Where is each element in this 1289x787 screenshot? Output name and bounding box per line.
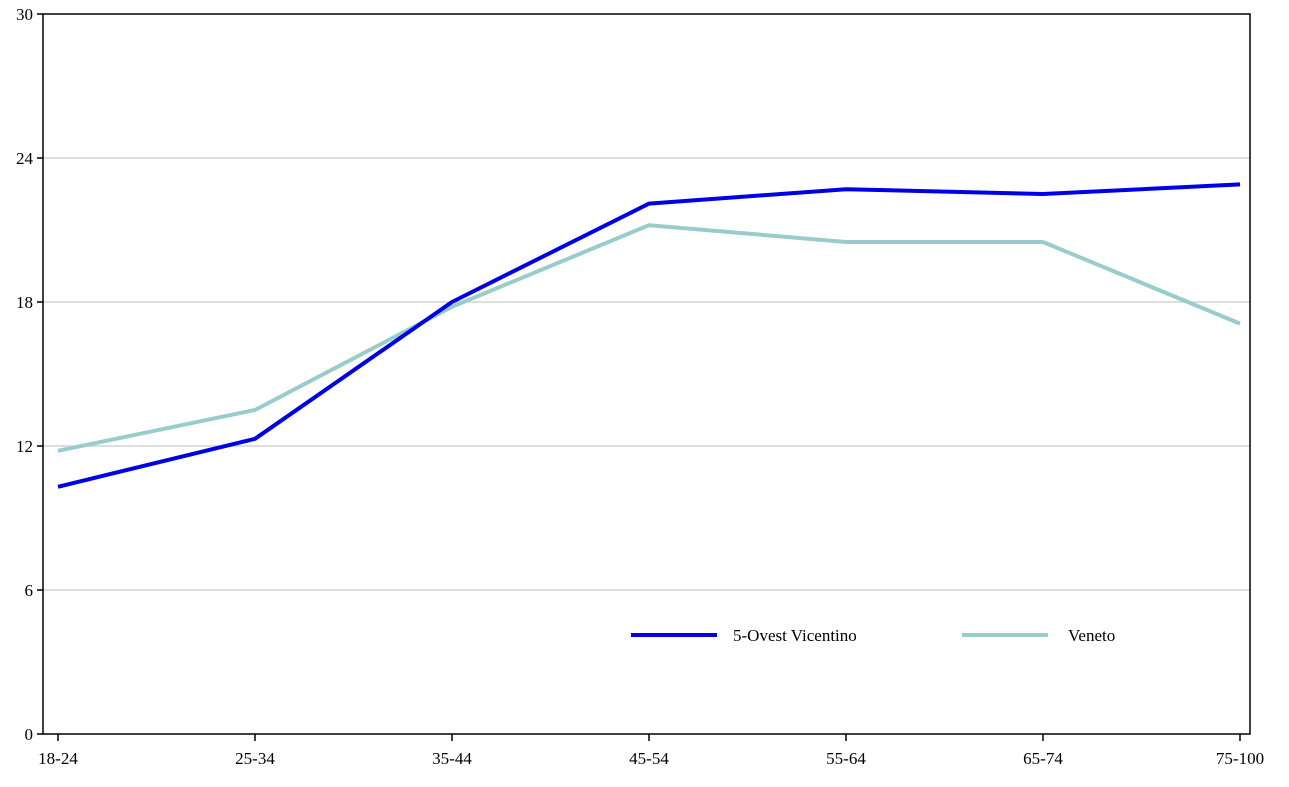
x-tick-label: 75-100 [1216,749,1264,768]
x-tick-label: 35-44 [432,749,472,768]
x-tick-label: 25-34 [235,749,275,768]
y-tick-label: 12 [16,437,33,456]
y-tick-label: 6 [25,581,34,600]
legend-label: 5-Ovest Vicentino [733,626,857,645]
series-line [57,182,1241,489]
gridlines [43,157,1250,591]
x-axis: 18-24 25-34 35-44 45-54 55-64 65-74 75-100 [38,734,1264,768]
plot-frame [42,13,1251,735]
y-tick-label: 18 [16,293,33,312]
y-axis: 0 6 12 18 24 30 [16,5,43,744]
x-tick-label: 65-74 [1023,749,1063,768]
series-lines [57,182,1241,489]
legend-label: Veneto [1068,626,1115,645]
x-tick-label: 18-24 [38,749,78,768]
x-tick-label: 55-64 [826,749,866,768]
y-tick-label: 24 [16,149,34,168]
x-tick-label: 45-54 [629,749,669,768]
y-tick-label: 30 [16,5,33,24]
series-line [57,223,1241,453]
y-tick-label: 0 [25,725,34,744]
legend: 5-Ovest Vicentino Veneto [631,626,1115,645]
